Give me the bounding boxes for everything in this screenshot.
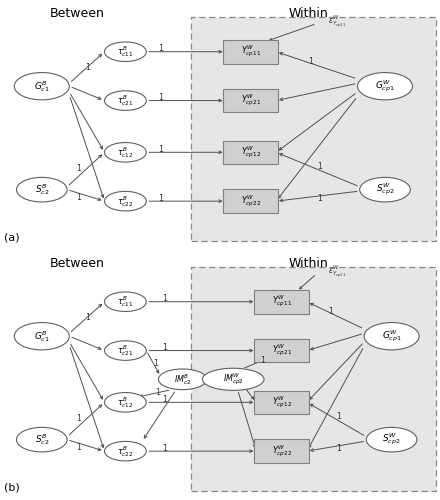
Text: Within: Within: [288, 257, 328, 270]
Ellipse shape: [105, 91, 146, 110]
Text: $\tau^{B}_{c22}$: $\tau^{B}_{c22}$: [117, 444, 134, 458]
Text: $\tau^{B}_{c11}$: $\tau^{B}_{c11}$: [117, 294, 134, 309]
Text: $G^{W}_{cp1}$: $G^{W}_{cp1}$: [381, 328, 402, 344]
Text: $S^{B}_{c2}$: $S^{B}_{c2}$: [34, 182, 49, 197]
Text: 1: 1: [162, 444, 168, 453]
Bar: [191, 267, 436, 492]
Text: $IM^{B}_{c2}$: $IM^{B}_{c2}$: [174, 372, 191, 387]
Text: 1: 1: [162, 395, 168, 404]
Ellipse shape: [358, 72, 413, 100]
Text: 1: 1: [85, 312, 90, 322]
Ellipse shape: [367, 428, 417, 452]
Text: 1: 1: [158, 44, 163, 54]
Text: $Y^{W}_{cp21}$: $Y^{W}_{cp21}$: [241, 93, 261, 108]
Text: $Y^{W}_{cp22}$: $Y^{W}_{cp22}$: [271, 444, 292, 459]
FancyBboxPatch shape: [223, 190, 278, 213]
Text: $G^{B}_{c1}$: $G^{B}_{c1}$: [34, 328, 50, 344]
Text: $Y^{W}_{cp12}$: $Y^{W}_{cp12}$: [241, 144, 261, 160]
Text: $Y^{W}_{cp22}$: $Y^{W}_{cp22}$: [241, 194, 261, 209]
Text: $\varepsilon^{W}_{Y_{cp11}}$: $\varepsilon^{W}_{Y_{cp11}}$: [328, 263, 346, 280]
Bar: [191, 17, 436, 241]
Text: $S^{B}_{c2}$: $S^{B}_{c2}$: [34, 432, 49, 447]
Text: $\tau^{B}_{c21}$: $\tau^{B}_{c21}$: [117, 93, 134, 108]
Text: 1: 1: [336, 444, 341, 454]
Text: (a): (a): [4, 233, 20, 243]
Text: 1: 1: [76, 442, 81, 452]
Text: Between: Between: [50, 257, 104, 270]
Text: 1: 1: [158, 93, 163, 102]
Text: 1: 1: [318, 194, 323, 203]
Text: $G^{W}_{cp1}$: $G^{W}_{cp1}$: [375, 78, 395, 94]
Text: 1: 1: [318, 162, 323, 171]
Text: (b): (b): [4, 483, 20, 493]
Text: 1: 1: [308, 56, 313, 66]
Text: Within: Within: [288, 7, 328, 20]
Text: $\varepsilon^{W}_{Y_{cp11}}$: $\varepsilon^{W}_{Y_{cp11}}$: [328, 13, 346, 30]
Ellipse shape: [364, 322, 419, 350]
Text: $S^{W}_{cp2}$: $S^{W}_{cp2}$: [382, 432, 401, 448]
Ellipse shape: [14, 72, 70, 100]
Text: $Y^{W}_{cp12}$: $Y^{W}_{cp12}$: [271, 394, 292, 410]
Text: $\tau^{B}_{c22}$: $\tau^{B}_{c22}$: [117, 194, 134, 208]
Ellipse shape: [105, 292, 146, 312]
FancyBboxPatch shape: [254, 440, 309, 463]
Text: 1: 1: [85, 62, 90, 72]
FancyBboxPatch shape: [254, 390, 309, 414]
Ellipse shape: [17, 428, 67, 452]
Text: 1: 1: [158, 145, 163, 154]
Text: 1: 1: [153, 359, 158, 368]
Ellipse shape: [105, 392, 146, 412]
Text: 1: 1: [162, 343, 168, 352]
Text: $IM^{W}_{cp2}$: $IM^{W}_{cp2}$: [223, 372, 244, 387]
Ellipse shape: [202, 368, 264, 390]
FancyBboxPatch shape: [223, 40, 278, 64]
FancyBboxPatch shape: [223, 89, 278, 112]
Text: 1: 1: [158, 194, 163, 203]
Ellipse shape: [105, 42, 146, 62]
Text: 1: 1: [76, 164, 81, 173]
Text: $\tau^{B}_{c12}$: $\tau^{B}_{c12}$: [117, 395, 134, 409]
Ellipse shape: [360, 178, 411, 202]
Text: $S^{W}_{cp2}$: $S^{W}_{cp2}$: [376, 182, 394, 198]
Text: $Y^{W}_{cp11}$: $Y^{W}_{cp11}$: [241, 44, 261, 60]
Text: 1: 1: [162, 294, 168, 304]
Ellipse shape: [17, 178, 67, 202]
Text: 1: 1: [260, 356, 265, 366]
Text: 1: 1: [336, 412, 341, 421]
FancyBboxPatch shape: [223, 140, 278, 164]
Ellipse shape: [158, 369, 207, 390]
Text: 1: 1: [76, 414, 81, 424]
Ellipse shape: [105, 442, 146, 461]
Text: $\tau^{B}_{c11}$: $\tau^{B}_{c11}$: [117, 44, 134, 59]
Text: 1: 1: [76, 192, 81, 202]
Ellipse shape: [105, 192, 146, 211]
FancyBboxPatch shape: [254, 339, 309, 362]
Text: 1: 1: [155, 388, 160, 396]
Text: $\tau^{B}_{c21}$: $\tau^{B}_{c21}$: [117, 343, 134, 358]
Ellipse shape: [105, 341, 146, 360]
Ellipse shape: [14, 322, 70, 350]
Text: $G^{B}_{c1}$: $G^{B}_{c1}$: [34, 78, 50, 94]
Text: $Y^{W}_{cp11}$: $Y^{W}_{cp11}$: [271, 294, 292, 310]
Text: 1: 1: [328, 306, 333, 316]
Text: $Y^{W}_{cp21}$: $Y^{W}_{cp21}$: [271, 343, 292, 358]
FancyBboxPatch shape: [254, 290, 309, 314]
Text: Between: Between: [50, 7, 104, 20]
Text: $\tau^{B}_{c12}$: $\tau^{B}_{c12}$: [117, 145, 134, 160]
Ellipse shape: [105, 142, 146, 162]
